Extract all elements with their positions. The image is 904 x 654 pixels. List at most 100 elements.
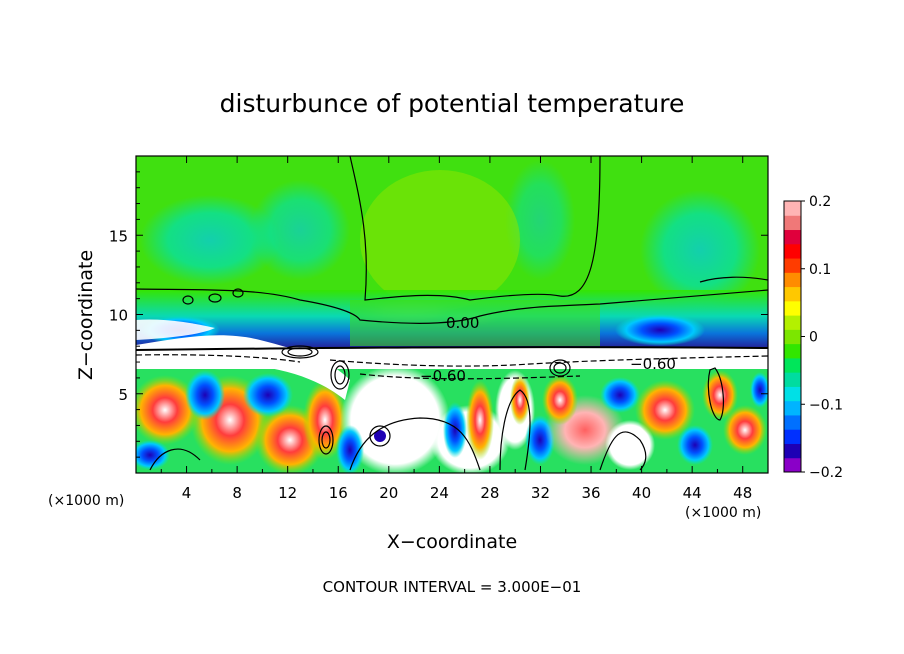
contour-line	[318, 425, 334, 455]
field-red-blob	[542, 375, 578, 425]
colorbar-swatch	[784, 414, 801, 430]
x-axis-unit-right: (×1000 m)	[685, 505, 761, 521]
contour-interval-note: CONTOUR INTERVAL = 3.000E−01	[323, 578, 582, 596]
x-tick-label: 40	[632, 484, 651, 502]
temperature-field: 0.00 −0.60 −0.60	[136, 156, 768, 473]
colorbar-swatch	[784, 386, 801, 402]
x-tick-label: 8	[232, 484, 242, 502]
x-tick-label: 48	[733, 484, 752, 502]
field-cyan-blob	[640, 190, 760, 310]
x-tick-label: 12	[278, 484, 297, 502]
field-red-blob	[303, 380, 347, 460]
x-tick-label: 44	[683, 484, 702, 502]
x-tick-label: 28	[480, 484, 499, 502]
contour-line	[599, 431, 647, 471]
colorbar-swatch	[784, 400, 801, 416]
contour-line	[329, 355, 768, 367]
field-wave-plume	[136, 335, 350, 400]
y-axis: 5 10 15	[109, 171, 768, 458]
field-blue-blob	[443, 402, 467, 458]
contour-label: 0.00	[446, 314, 479, 332]
contour-line	[149, 448, 201, 471]
colorbar-swatch	[784, 329, 801, 345]
x-tick-label: 16	[329, 484, 348, 502]
field-yellowgreen-blob	[360, 170, 520, 310]
field-blue-blob	[600, 377, 640, 413]
x-tick-label: 36	[581, 484, 600, 502]
field-blue-blob	[136, 440, 170, 470]
colorbar-tick-label: 0.1	[809, 262, 831, 278]
x-axis-unit-left: (×1000 m)	[48, 493, 124, 509]
contour-line	[549, 359, 571, 377]
field-red-blob	[510, 375, 530, 425]
x-tick-label: 24	[430, 484, 449, 502]
contour-line	[136, 346, 768, 351]
contour-line	[334, 365, 346, 385]
field-cyan-blob	[505, 160, 575, 280]
colorbar-swatch	[784, 443, 801, 459]
colorbar-swatch	[784, 357, 801, 373]
contour-line	[136, 288, 768, 324]
field-white-blob	[340, 365, 450, 473]
field-blue-blob	[185, 370, 225, 420]
y-tick-label: 10	[109, 307, 128, 325]
contour-line	[707, 367, 725, 421]
colorbar-swatch	[784, 272, 801, 288]
contour-line	[330, 360, 350, 390]
field-blue-blob	[677, 425, 713, 465]
x-tick-label: 20	[379, 484, 398, 502]
contour-line	[208, 293, 222, 303]
contour-line	[349, 156, 601, 301]
colorbar-swatch	[784, 258, 801, 273]
contour-line	[349, 417, 481, 471]
colorbar-swatch	[784, 315, 801, 330]
field-red-blob	[635, 380, 695, 440]
x-tick-label: 4	[182, 484, 192, 502]
colorbar-swatch	[784, 286, 801, 302]
field-blue-blob	[750, 372, 768, 408]
y-tick-label: 5	[118, 386, 128, 404]
contour-line	[359, 373, 581, 380]
y-tick-label: 15	[109, 227, 128, 245]
contour-line	[281, 345, 319, 359]
field-red-blob	[136, 375, 200, 445]
colorbar-tick-label: −0.1	[809, 397, 843, 413]
colorbar-swatch	[784, 300, 801, 316]
colorbar-swatch	[784, 215, 801, 231]
colorbar-tick-label: −0.2	[809, 465, 843, 481]
colorbar-swatch	[784, 243, 801, 259]
colorbar-tick-label: 0.2	[809, 194, 831, 210]
field-blue-blob	[615, 314, 705, 346]
colorbar: 0.2 0.1 0 −0.1 −0.2	[783, 194, 843, 481]
contour-line	[499, 389, 531, 471]
y-axis-label: Z−coordinate	[75, 250, 97, 380]
field-blue-blob	[336, 425, 364, 473]
contour-line	[182, 295, 194, 305]
field-red-blob	[723, 405, 767, 455]
colorbar-swatch	[784, 229, 801, 245]
x-axis: 4 8 12 16 20 24 28 32 36 40 44 48	[160, 156, 752, 502]
field-white-blob	[605, 420, 655, 470]
colorbar-swatch	[784, 372, 801, 387]
contour-label: −0.60	[420, 367, 466, 385]
colorbar-swatch	[784, 201, 801, 216]
contour-label: −0.60	[630, 355, 676, 373]
colorbar-swatch	[784, 457, 801, 473]
contour-line	[136, 354, 301, 363]
contour-line	[369, 425, 391, 447]
chart-title: disturbunce of potential temperature	[220, 89, 685, 118]
contour-line	[232, 288, 244, 298]
field-blue-blob	[374, 430, 386, 442]
contour-line	[287, 347, 313, 357]
x-tick-label: 32	[531, 484, 550, 502]
field-wave-plume	[136, 319, 215, 340]
contour-line	[321, 431, 331, 449]
colorbar-swatch	[784, 429, 801, 444]
colorbar-swatch	[784, 343, 801, 359]
x-axis-label: X−coordinate	[387, 531, 517, 553]
field-red-blob	[466, 380, 494, 460]
field-blue-blob	[243, 373, 293, 417]
field-cyan-blob	[250, 180, 350, 280]
colorbar-tick-label: 0	[809, 330, 818, 346]
